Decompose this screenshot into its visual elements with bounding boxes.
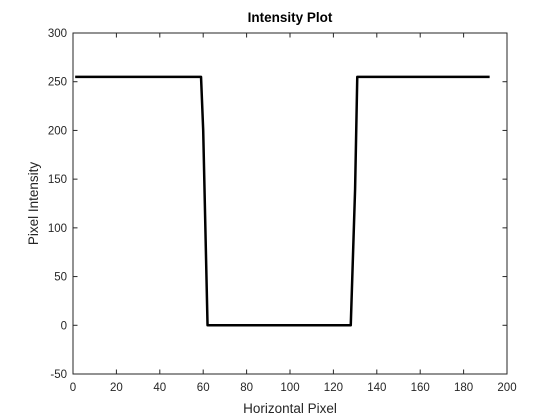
x-tick-label: 40 — [153, 382, 166, 394]
x-axis-label: Horizontal Pixel — [243, 401, 337, 416]
intensity-line — [75, 75, 490, 327]
x-tick-label: 160 — [411, 382, 430, 394]
y-tick-label: 200 — [48, 125, 67, 137]
x-tick-label: 200 — [497, 382, 516, 394]
x-tick-label: 120 — [324, 382, 343, 394]
ticks-layer: 0 20 40 60 80 100 120 140 160 180 200-500501001502… — [48, 28, 517, 394]
x-tick-label: 100 — [280, 382, 299, 394]
y-tick-label: 0 — [61, 320, 67, 332]
x-tick-label: 80 — [240, 382, 253, 394]
y-tick-label: 250 — [48, 77, 67, 89]
x-tick-label: 180 — [454, 382, 473, 394]
y-tick-label: -50 — [50, 369, 67, 381]
plot-area — [73, 33, 507, 374]
y-tick-label: 100 — [48, 223, 67, 235]
y-tick-label: 150 — [48, 174, 67, 186]
series-layer — [75, 75, 490, 327]
x-tick-label: 140 — [367, 382, 386, 394]
x-tick-label: 0 — [70, 382, 76, 394]
y-tick-label: 50 — [54, 272, 67, 284]
x-tick-label: 60 — [197, 382, 210, 394]
x-tick-label: 20 — [110, 382, 123, 394]
y-axis-label: Pixel Intensity — [26, 162, 41, 246]
chart-title: Intensity Plot — [248, 10, 333, 25]
y-tick-label: 300 — [48, 28, 67, 40]
